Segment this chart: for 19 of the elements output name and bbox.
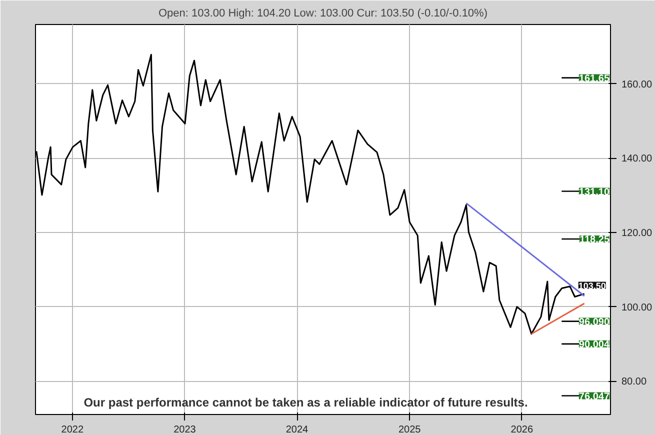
chart-subtitle: Open: 103.00 High: 104.20 Low: 103.00 Cur: 103.50 (-0.10/-0.10%) bbox=[158, 8, 488, 20]
y-tick-label: 100.00 bbox=[622, 302, 653, 314]
x-tick-label: 2026 bbox=[510, 424, 534, 435]
ref-line-label: 118.25 bbox=[579, 234, 610, 246]
annotation: 103.50 bbox=[578, 280, 606, 291]
y-tick-label: 80.00 bbox=[622, 376, 647, 388]
ref-line-label: 96.090 bbox=[578, 316, 610, 328]
y-tick-label: 160.00 bbox=[622, 79, 653, 90]
x-tick-label: 2022 bbox=[61, 424, 84, 435]
ref-line-label: 131.10 bbox=[578, 186, 610, 198]
annotation: Our past performance cannot be taken as a reliable indicator of future results. bbox=[84, 396, 528, 410]
x-tick-label: 2023 bbox=[174, 424, 196, 435]
y-tick-label: 120.00 bbox=[622, 228, 653, 239]
y-tick-label: 140.00 bbox=[622, 154, 653, 165]
ref-line-label: 161.65 bbox=[578, 73, 610, 84]
ref-line-label: 90.004 bbox=[578, 339, 610, 350]
x-tick-label: 2024 bbox=[286, 424, 309, 435]
x-tick-label: 2025 bbox=[398, 424, 422, 435]
ref-line-label: 76.047 bbox=[578, 391, 610, 402]
